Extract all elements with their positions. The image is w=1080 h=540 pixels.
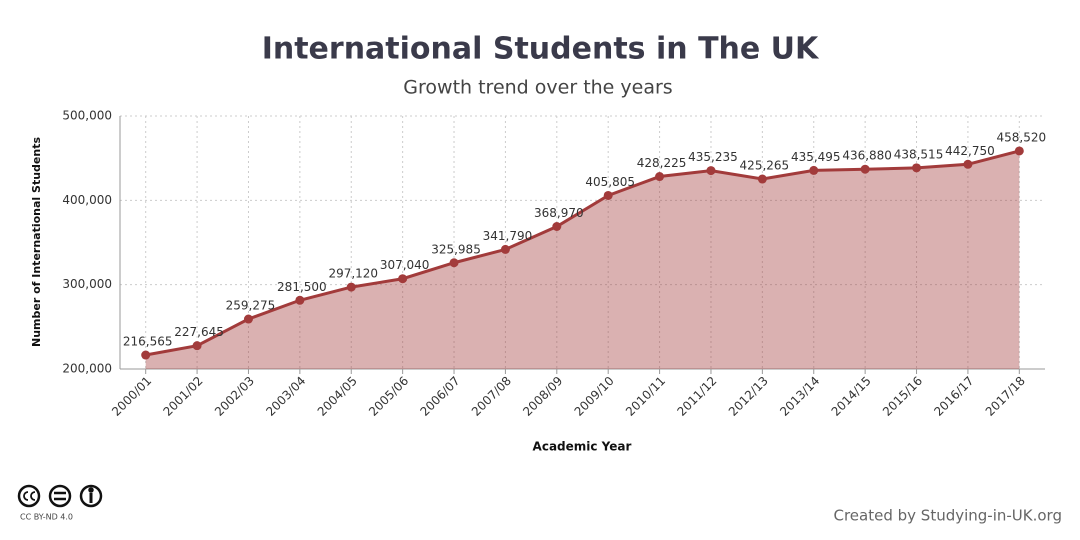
point xyxy=(552,222,562,232)
point xyxy=(398,274,408,284)
area xyxy=(145,150,1020,369)
point xyxy=(449,258,459,268)
y-tick-label: 400,000 xyxy=(62,193,112,207)
point xyxy=(603,190,613,200)
data-label: 435,235 xyxy=(688,150,738,164)
data-label: 325,985 xyxy=(431,242,481,256)
data-label: 458,520 xyxy=(996,130,1046,144)
data-label: 341,790 xyxy=(483,229,533,243)
point xyxy=(243,314,253,324)
point xyxy=(1014,146,1024,156)
point xyxy=(809,165,819,175)
data-label: 436,880 xyxy=(842,149,892,163)
point xyxy=(912,163,922,173)
data-label: 435,495 xyxy=(791,150,841,164)
chart-title: International Students in The UK xyxy=(262,32,820,67)
data-label: 368,970 xyxy=(534,206,584,220)
data-label: 297,120 xyxy=(328,267,378,281)
data-label: 405,805 xyxy=(585,175,635,189)
point xyxy=(860,164,870,174)
license: CC BY-ND 4.0 xyxy=(20,513,73,522)
cc-icons xyxy=(17,484,103,508)
point xyxy=(963,159,973,169)
data-label: 428,225 xyxy=(637,156,687,170)
line xyxy=(145,149,1020,357)
point xyxy=(655,172,665,182)
point xyxy=(192,341,202,351)
y-tick-label: 500,000 xyxy=(62,109,112,123)
point xyxy=(706,166,716,176)
y-tick-label: 300,000 xyxy=(62,277,112,291)
y-axis-label: Number of International Students xyxy=(30,137,43,347)
data-label: 281,500 xyxy=(277,280,327,294)
x-axis-label: Academic Year xyxy=(533,440,632,454)
point xyxy=(295,295,305,305)
data-label: 259,275 xyxy=(226,299,276,313)
chart-subtitle: Growth trend over the years xyxy=(403,77,672,99)
data-label: 216,565 xyxy=(123,335,173,349)
credit: Created by Studying-in-UK.org xyxy=(834,507,1063,525)
data-label: 425,265 xyxy=(740,159,790,173)
point xyxy=(141,350,151,360)
data-label: 227,645 xyxy=(174,325,224,339)
point xyxy=(500,244,510,254)
data-label: 438,515 xyxy=(894,147,944,161)
data-label: 442,750 xyxy=(945,144,995,158)
point xyxy=(346,282,356,292)
y-tick-label: 200,000 xyxy=(62,362,112,376)
point xyxy=(757,174,767,184)
data-label: 307,040 xyxy=(380,258,430,272)
